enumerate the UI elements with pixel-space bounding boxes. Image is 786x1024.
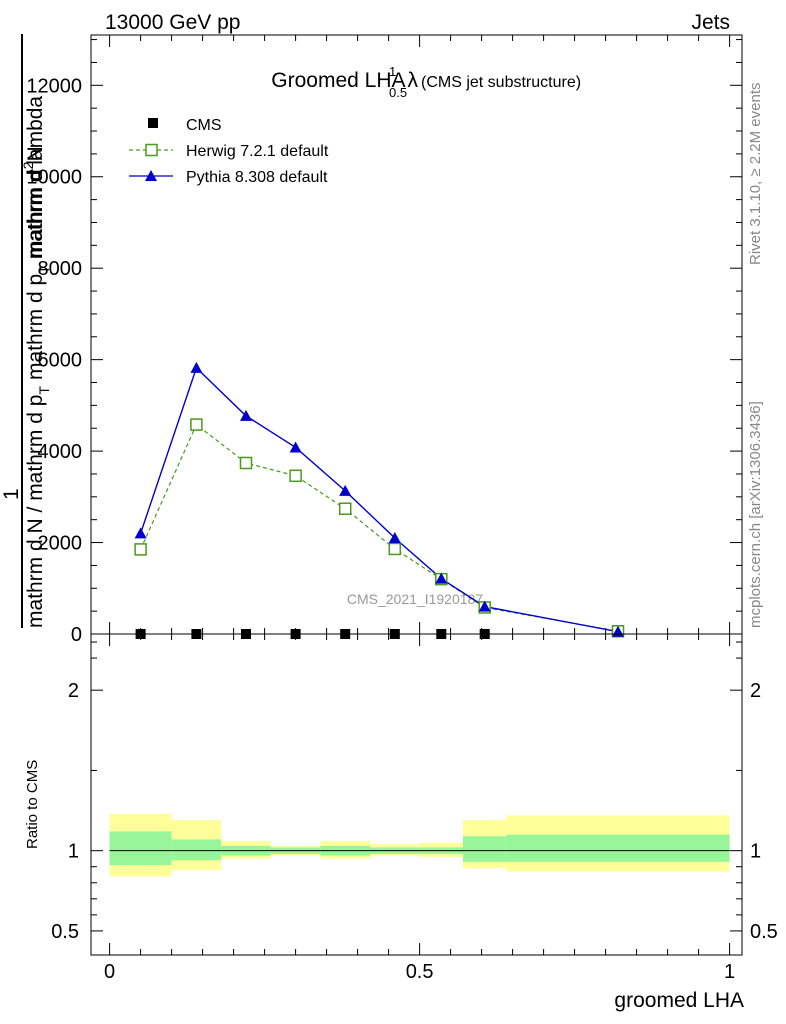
analysis-id-watermark: CMS_2021_I1920187: [347, 591, 483, 607]
legend-herwig-label: Herwig 7.2.1 default: [186, 143, 329, 160]
pythia-point: [435, 572, 448, 584]
main-plot-panel: 0 2000 4000 6000 8000 10000 12000 CMS_2021_I19…: [26, 34, 743, 646]
legend-pythia-marker: [145, 170, 157, 181]
legend-cms-marker: [148, 118, 158, 128]
y-label-denominator: mathrm d N / mathrm d p: [24, 395, 47, 628]
main-y-axis-label: mathrm d2N mathrm d N / mathrm d pTmathr…: [0, 34, 52, 628]
pythia-point: [289, 441, 302, 453]
ratio-inner-band: [171, 839, 222, 861]
ratio-inner-band: [506, 834, 730, 862]
pythia-point: [240, 409, 252, 421]
main-y-tick-label: 4000: [38, 441, 83, 463]
y-label-numerator-base: mathrm d: [24, 169, 47, 258]
plot-subtitle: (CMS jet substructure): [421, 74, 581, 91]
legend-pythia-label: Pythia 8.308 default: [186, 169, 328, 186]
y-label-denominator-end: mathrm d lambda: [24, 96, 47, 260]
y-label-numerator-exp: 2: [20, 161, 36, 169]
main-y-ticks: 0 2000 4000 6000 8000 10000 12000: [26, 39, 742, 646]
plot-title: Groomed LHAλ: [271, 69, 418, 92]
collision-label: 13000 GeV pp: [105, 11, 240, 34]
pythia-point: [388, 531, 401, 543]
ratio-y-axis-label: Ratio to CMS: [24, 760, 41, 849]
plot-title-symbol: λ: [408, 69, 419, 92]
x-axis-label: groomed LHA: [614, 989, 744, 1012]
mcplots-reference-label: mcplots.cern.ch [arXiv:1306.3436]: [747, 401, 764, 628]
ratio-y-tick-label-right: 1: [750, 841, 761, 863]
y-label-prefix: 1: [0, 488, 23, 500]
ratio-y-tick-label: 1: [68, 841, 79, 863]
pythia-point: [190, 361, 203, 373]
svg-text:mathrm d2N: mathrm d2N: [20, 146, 47, 258]
analysis-category-label: Jets: [691, 11, 730, 34]
herwig-point: [190, 418, 203, 431]
main-y-tick-label: 12000: [26, 75, 82, 97]
ratio-x-ticks: 0 0.5 1: [104, 634, 735, 983]
herwig-point: [289, 469, 302, 483]
main-y-tick-label: 8000: [38, 258, 83, 280]
rivet-version-label: Rivet 3.1.10, ≥ 2.2M events: [747, 83, 764, 266]
y-label-denominator-tail: mathrm d p: [24, 274, 47, 380]
y-label-numerator-tail: N: [24, 146, 47, 161]
ratio-y-tick-label: 0.5: [51, 921, 79, 943]
herwig-point: [388, 542, 402, 556]
ratio-y-tick-label: 2: [68, 680, 79, 702]
main-y-tick-label: 10000: [26, 167, 82, 189]
plot-title-text: Groomed LHA: [271, 69, 405, 92]
ratio-x-tick-label: 1: [724, 961, 735, 983]
legend: CMS Herwig 7.2.1 default Pythia 8.308 de…: [129, 117, 329, 186]
y-label-denominator-t: T: [36, 386, 52, 395]
herwig-point: [239, 456, 253, 470]
ratio-inner-band: [109, 831, 172, 866]
ratio-plot-frame: [90, 633, 743, 956]
ratio-y-tick-label-right: 2: [750, 680, 761, 702]
ratio-y-ticks: 0.5 0.5 1 1 2 2: [51, 641, 778, 943]
main-y-tick-label: 0: [71, 624, 82, 646]
ratio-inner-band: [463, 836, 507, 862]
herwig-point: [134, 543, 147, 556]
ratio-x-tick-label: 0.5: [406, 961, 434, 983]
ratio-uncertainty-bands: [109, 813, 730, 877]
herwig-point: [338, 502, 352, 515]
pythia-point: [478, 600, 491, 612]
main-y-tick-label: 6000: [38, 350, 83, 372]
plot-title-sup: 1: [389, 64, 396, 79]
legend-herwig-marker: [145, 143, 158, 157]
pythia-point: [339, 484, 352, 496]
main-y-tick-label: 2000: [38, 533, 83, 555]
y-label-denominator-tail-t: T: [36, 265, 52, 274]
plot-title-sub: 0.5: [389, 85, 407, 100]
ratio-x-tick-label: 0: [104, 961, 115, 983]
pythia-point: [134, 527, 147, 539]
legend-cms-label: CMS: [186, 117, 222, 134]
svg-text:mathrm d N / mathrm d pTmathrm: mathrm d N / mathrm d pTmathrm d pTmathr…: [24, 96, 52, 628]
ratio-plot-panel: 0.5 0.51 12 2 0 0.5 1 Ratio to CMS groomed LH…: [24, 633, 778, 1012]
ratio-y-tick-label-right: 0.5: [750, 921, 778, 943]
